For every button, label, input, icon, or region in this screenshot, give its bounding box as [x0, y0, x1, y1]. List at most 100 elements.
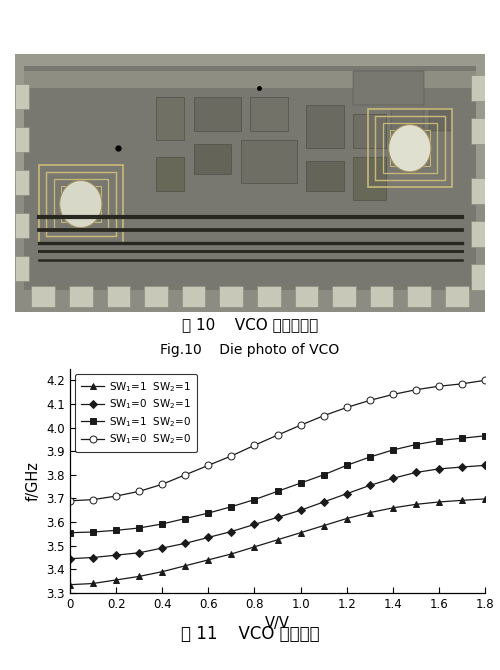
Bar — [106, 285, 130, 308]
Bar — [54, 179, 108, 229]
SW$_1$=1  SW$_2$=1 — [459, 496, 465, 505]
SW$_1$=1  SW$_2$=0 — [136, 524, 142, 532]
SW$_1$=0  SW$_2$=0 — [436, 382, 442, 390]
Line: SW$_1$=1  SW$_2$=0: SW$_1$=1 SW$_2$=0 — [67, 433, 488, 535]
SW$_1$=0  SW$_2$=1 — [182, 539, 188, 547]
SW$_1$=0  SW$_2$=1 — [366, 482, 372, 490]
Bar — [390, 130, 430, 166]
SW$_1$=0  SW$_2$=0 — [206, 462, 212, 470]
Line: SW$_1$=0  SW$_2$=1: SW$_1$=0 SW$_2$=1 — [67, 462, 488, 561]
SW$_1$=1  SW$_2$=1 — [67, 581, 73, 589]
SW$_1$=1  SW$_2$=1 — [113, 576, 119, 584]
Bar — [294, 285, 318, 308]
SW$_1$=0  SW$_2$=1 — [413, 468, 419, 476]
Bar — [182, 285, 206, 308]
Bar — [257, 285, 280, 308]
Bar — [471, 221, 485, 247]
SW$_1$=1  SW$_2$=1 — [90, 580, 96, 588]
Bar — [32, 285, 55, 308]
Bar — [38, 165, 123, 243]
SW$_1$=1  SW$_2$=1 — [274, 536, 280, 544]
Bar — [194, 144, 231, 174]
Bar — [471, 75, 485, 101]
SW$_1$=0  SW$_2$=1 — [459, 463, 465, 471]
Line: SW$_1$=1  SW$_2$=1: SW$_1$=1 SW$_2$=1 — [67, 496, 488, 588]
SW$_1$=0  SW$_2$=0 — [390, 391, 396, 399]
SW$_1$=0  SW$_2$=0 — [274, 431, 280, 439]
Bar — [15, 84, 29, 109]
SW$_1$=1  SW$_2$=0 — [459, 434, 465, 442]
Bar — [354, 114, 386, 148]
SW$_1$=0  SW$_2$=0 — [459, 380, 465, 388]
SW$_1$=0  SW$_2$=1 — [390, 474, 396, 482]
SW$_1$=0  SW$_2$=1 — [206, 533, 212, 541]
SW$_1$=1  SW$_2$=0 — [67, 529, 73, 537]
SW$_1$=0  SW$_2$=0 — [320, 412, 326, 420]
SW$_1$=1  SW$_2$=0 — [206, 509, 212, 517]
Bar — [220, 285, 243, 308]
SW$_1$=1  SW$_2$=1 — [390, 504, 396, 512]
SW$_1$=0  SW$_2$=0 — [482, 377, 488, 385]
Bar — [382, 123, 437, 173]
SW$_1$=0  SW$_2$=1 — [320, 498, 326, 506]
SW$_1$=0  SW$_2$=1 — [482, 462, 488, 470]
Bar — [15, 212, 29, 239]
Bar — [398, 137, 422, 159]
Bar — [15, 127, 29, 153]
Bar — [144, 285, 168, 308]
SW$_1$=1  SW$_2$=0 — [366, 453, 372, 461]
SW$_1$=1  SW$_2$=1 — [482, 495, 488, 503]
Bar — [156, 96, 184, 139]
SW$_1$=1  SW$_2$=0 — [159, 520, 165, 528]
SW$_1$=0  SW$_2$=0 — [228, 452, 234, 460]
SW$_1$=1  SW$_2$=0 — [436, 437, 442, 445]
Bar — [408, 285, 431, 308]
SW$_1$=0  SW$_2$=1 — [90, 553, 96, 561]
Bar — [370, 285, 394, 308]
SW$_1$=1  SW$_2$=0 — [298, 479, 304, 487]
SW$_1$=1  SW$_2$=1 — [298, 529, 304, 537]
SW$_1$=1  SW$_2$=1 — [159, 567, 165, 576]
Line: SW$_1$=0  SW$_2$=0: SW$_1$=0 SW$_2$=0 — [66, 377, 488, 505]
Bar — [354, 157, 386, 200]
SW$_1$=1  SW$_2$=1 — [182, 561, 188, 569]
SW$_1$=0  SW$_2$=0 — [67, 496, 73, 505]
Bar — [15, 54, 485, 182]
SW$_1$=0  SW$_2$=1 — [252, 521, 258, 529]
Bar — [250, 96, 288, 131]
X-axis label: V/V: V/V — [265, 616, 290, 631]
SW$_1$=1  SW$_2$=1 — [206, 556, 212, 564]
SW$_1$=0  SW$_2$=0 — [252, 442, 258, 450]
SW$_1$=1  SW$_2$=1 — [228, 550, 234, 558]
Bar — [156, 157, 184, 191]
SW$_1$=0  SW$_2$=0 — [113, 492, 119, 500]
Bar — [15, 256, 29, 281]
Bar — [368, 109, 452, 187]
Bar — [240, 139, 297, 182]
SW$_1$=1  SW$_2$=1 — [344, 515, 349, 523]
Bar — [471, 264, 485, 290]
SW$_1$=1  SW$_2$=1 — [320, 521, 326, 529]
SW$_1$=1  SW$_2$=0 — [274, 487, 280, 495]
SW$_1$=1  SW$_2$=0 — [228, 502, 234, 511]
Ellipse shape — [388, 125, 431, 172]
SW$_1$=0  SW$_2$=0 — [90, 496, 96, 504]
Bar — [445, 285, 468, 308]
SW$_1$=0  SW$_2$=1 — [274, 513, 280, 521]
SW$_1$=1  SW$_2$=1 — [436, 498, 442, 506]
Bar — [68, 193, 93, 215]
Bar — [354, 71, 424, 105]
SW$_1$=0  SW$_2$=1 — [298, 507, 304, 515]
Bar — [194, 96, 240, 131]
SW$_1$=0  SW$_2$=0 — [159, 480, 165, 488]
SW$_1$=1  SW$_2$=0 — [320, 471, 326, 479]
Text: Fig.10    Die photo of VCO: Fig.10 Die photo of VCO — [160, 343, 340, 357]
SW$_1$=1  SW$_2$=1 — [366, 509, 372, 517]
SW$_1$=1  SW$_2$=0 — [344, 462, 349, 470]
Legend: SW$_1$=1  SW$_2$=1, SW$_1$=0  SW$_2$=1, SW$_1$=1  SW$_2$=0, SW$_1$=0  SW$_2$=0: SW$_1$=1 SW$_2$=1, SW$_1$=0 SW$_2$=1, SW… — [75, 374, 197, 452]
SW$_1$=1  SW$_2$=0 — [113, 527, 119, 535]
SW$_1$=1  SW$_2$=0 — [482, 432, 488, 440]
SW$_1$=1  SW$_2$=0 — [182, 515, 188, 523]
SW$_1$=0  SW$_2$=0 — [136, 487, 142, 495]
Bar — [332, 285, 356, 308]
